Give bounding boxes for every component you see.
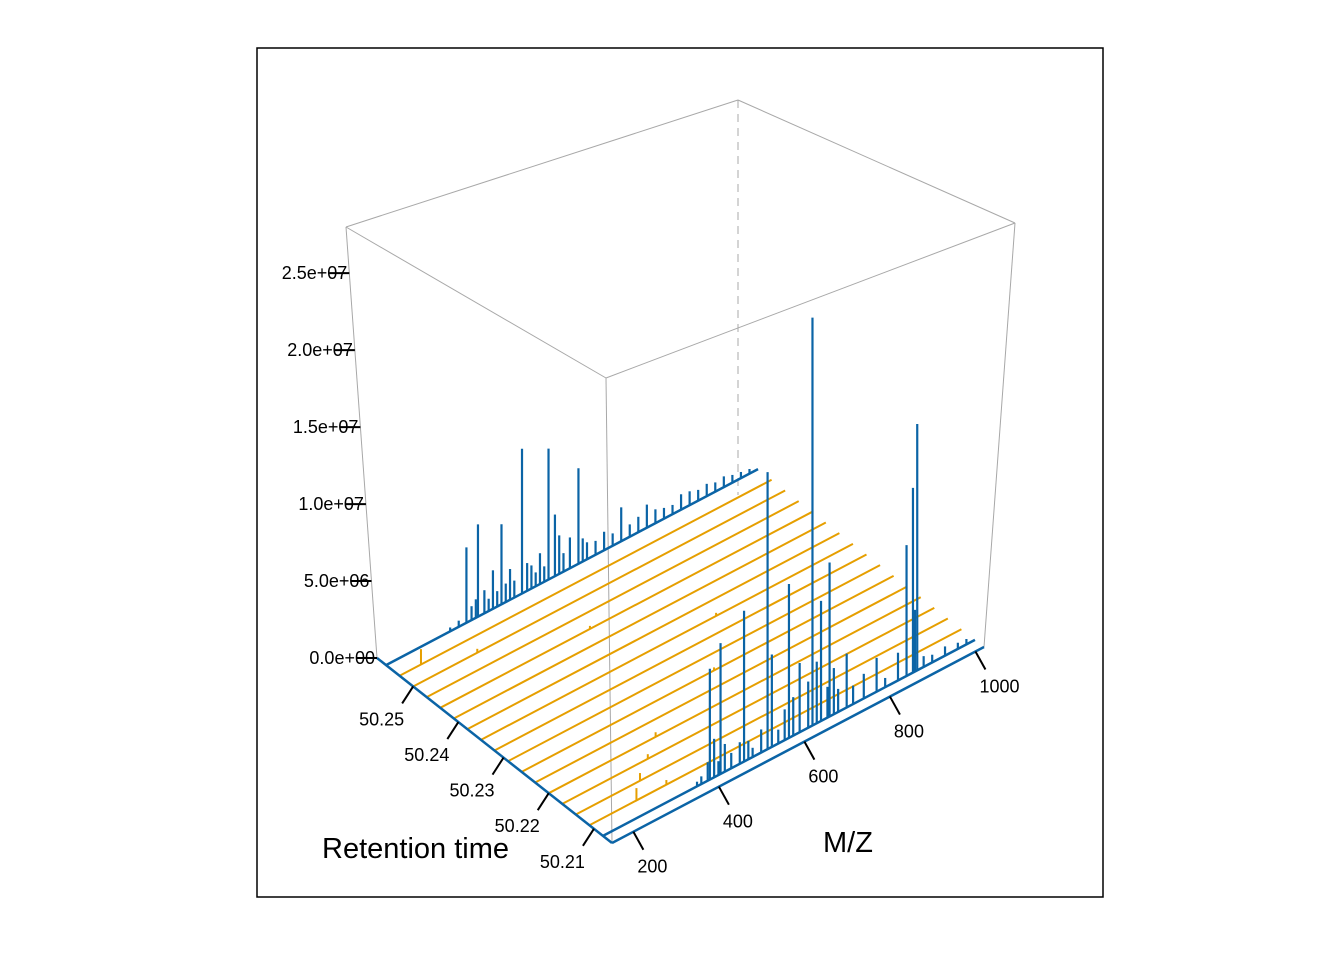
empty-scan-baseline xyxy=(439,510,813,709)
box-edge xyxy=(983,222,1016,648)
floor-edge-front xyxy=(376,657,613,844)
y-tick-label: 50.21 xyxy=(540,852,585,872)
empty-scan-baseline xyxy=(412,489,786,688)
empty-scan-baseline xyxy=(453,521,827,720)
z-tick-label: 1.5e+07 xyxy=(293,417,359,437)
spectrum-baseline xyxy=(385,468,759,667)
empty-scan-baseline xyxy=(588,628,962,827)
x-tick xyxy=(889,696,901,716)
empty-scan-baseline xyxy=(548,596,922,795)
y-tick-label: 50.22 xyxy=(495,816,540,836)
spectra-lines xyxy=(385,317,976,837)
empty-scan-baseline xyxy=(399,478,773,677)
y-tick-label: 50.24 xyxy=(404,745,449,765)
floor-edges xyxy=(376,645,985,845)
x-tick xyxy=(718,786,730,806)
x-axis-mz: 200 400 600 800 1000 xyxy=(632,651,1019,877)
empty-scan-baseline xyxy=(494,553,867,752)
y-tick-label: 50.23 xyxy=(449,781,494,801)
plot-frame xyxy=(256,47,1104,898)
y-tick-label: 50.25 xyxy=(359,709,404,729)
y-axis-title: Retention time xyxy=(322,833,509,865)
x-tick xyxy=(803,741,816,761)
y-tick xyxy=(491,757,505,776)
y-tick xyxy=(401,685,414,705)
z-tick-label: 2.0e+07 xyxy=(287,340,353,360)
x-axis-title: M/Z xyxy=(823,827,873,859)
box-edge xyxy=(605,222,1016,379)
empty-scan-baseline xyxy=(521,574,895,773)
empty-scan-baseline xyxy=(575,617,949,816)
z-tick-label: 1.0e+07 xyxy=(298,494,364,514)
x-tick-label: 800 xyxy=(894,722,924,742)
z-tick-label: 0.0e+00 xyxy=(309,648,375,668)
y-tick xyxy=(446,721,460,740)
z-tick-label: 5.0e+06 xyxy=(304,571,370,591)
x-tick xyxy=(974,651,987,670)
x-tick xyxy=(632,831,645,851)
empty-scan-baseline xyxy=(561,606,935,805)
empty-scan-lines xyxy=(399,478,962,827)
x-tick-label: 600 xyxy=(808,767,838,787)
box-edge xyxy=(345,226,378,659)
box-edge xyxy=(737,99,1016,224)
empty-scan-baseline xyxy=(507,564,881,763)
z-tick-label: 2.5e+07 xyxy=(282,263,348,283)
box-edge xyxy=(345,99,739,228)
y-tick xyxy=(582,828,595,847)
bounding-box xyxy=(345,99,1016,844)
empty-scan-baseline xyxy=(466,532,840,731)
z-axis-intensity: 0.0e+00 5.0e+06 1.0e+07 1.5e+07 2.0e+07 2.5e+… xyxy=(282,263,377,668)
x-tick-label: 1000 xyxy=(979,677,1019,697)
floor-edge-right xyxy=(611,645,985,845)
x-tick-label: 400 xyxy=(723,812,753,832)
empty-scan-baseline xyxy=(480,542,854,741)
empty-scan-baseline xyxy=(426,500,800,699)
y-tick xyxy=(536,792,550,811)
box-edge xyxy=(605,377,613,844)
box-edge xyxy=(345,226,607,379)
x-tick-label: 200 xyxy=(637,857,667,877)
